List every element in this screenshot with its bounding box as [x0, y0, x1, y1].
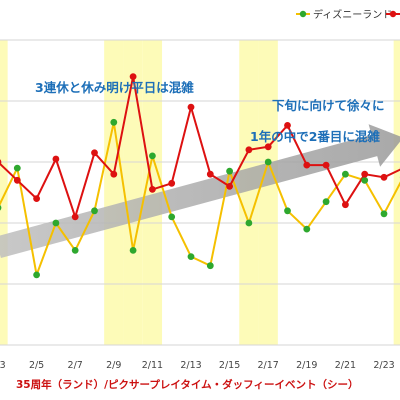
data-point-1-18 — [342, 201, 349, 209]
data-point-1-14 — [264, 143, 272, 151]
series-points — [0, 73, 400, 279]
data-point-0-19 — [361, 176, 369, 184]
series-line-0 — [0, 121, 400, 276]
highlight-band-2-24 — [393, 40, 400, 345]
x-tick-label: 2/11 — [142, 360, 163, 371]
data-point-0-20 — [380, 210, 388, 218]
data-point-0-0 — [0, 205, 2, 211]
data-point-1-8 — [149, 186, 156, 193]
x-tick-label: 2/7 — [68, 360, 83, 371]
data-point-0-5 — [91, 207, 98, 215]
event-caption: 35周年（ランド）/ピクサープレイタイム・ダッフィーイベント（シー） — [16, 378, 358, 391]
grid-lines — [0, 39, 400, 346]
data-point-0-3 — [52, 219, 60, 227]
x-tick-label: 2/17 — [258, 360, 279, 371]
trend-arrow-shape — [0, 124, 400, 258]
x-tick-label: 2/21 — [335, 360, 356, 371]
data-point-0-14 — [264, 158, 272, 166]
data-point-0-18 — [342, 170, 349, 178]
data-point-1-16 — [303, 161, 311, 169]
highlight-band-2-16 — [239, 40, 259, 345]
data-point-1-20 — [380, 173, 388, 181]
data-point-1-5 — [91, 149, 98, 157]
data-point-0-12 — [226, 167, 234, 175]
series-line-1 — [0, 75, 400, 218]
legend-label-land: ディズニーランド — [313, 8, 392, 21]
data-point-0-17 — [322, 198, 330, 206]
data-point-1-6 — [110, 170, 118, 178]
data-point-1-3 — [52, 155, 60, 163]
data-point-1-12 — [226, 183, 234, 190]
data-point-0-9 — [168, 213, 176, 221]
x-tick-label: 2/13 — [180, 360, 201, 371]
highlight-band-2-17 — [258, 40, 278, 345]
series-lines — [0, 75, 400, 276]
data-point-0-2 — [33, 271, 40, 279]
data-point-0-4 — [71, 247, 79, 254]
data-point-0-7 — [129, 247, 137, 254]
data-point-1-2 — [33, 195, 40, 203]
data-point-0-11 — [206, 262, 214, 270]
trend-arrow — [0, 124, 400, 258]
data-point-1-19 — [361, 170, 369, 178]
x-tick-label: 2/9 — [106, 360, 121, 371]
data-point-1-7 — [129, 73, 137, 80]
x-tick-label: 2/15 — [219, 360, 240, 371]
data-point-1-0 — [0, 159, 2, 165]
data-point-0-13 — [245, 219, 253, 227]
data-point-0-8 — [149, 152, 156, 160]
highlight-band-2-3 — [0, 40, 8, 345]
highlight-band-2-10 — [123, 40, 143, 345]
annotation-second-busiest: 1年の中で2番目に混雑 — [250, 129, 380, 144]
x-tick-label: 2/3 — [0, 360, 6, 371]
legend-marker-land — [299, 10, 307, 18]
data-point-0-16 — [303, 225, 311, 233]
data-point-0-15 — [284, 207, 291, 215]
x-tick-label: 2/19 — [296, 360, 317, 371]
legend: ディズニーランド — [296, 8, 400, 21]
x-tick-labels: 2/3 2/5 2/7 2/9 2/11 2/13 2/15 2/17 2/19 2/21 2/23 — [0, 360, 395, 371]
x-tick-label: 2/23 — [373, 360, 394, 371]
annotation-holiday: 3連休と休み明け平日は混雑 — [35, 80, 194, 95]
data-point-0-10 — [187, 253, 195, 260]
data-point-1-1 — [13, 176, 21, 184]
highlight-band-2-9 — [104, 40, 124, 345]
data-point-1-13 — [245, 146, 253, 154]
annotation-late-month: 下旬に向けて徐々に — [272, 98, 385, 113]
data-point-1-15 — [284, 122, 291, 129]
highlight-bands — [0, 40, 400, 345]
data-point-1-4 — [71, 213, 79, 221]
data-point-1-10 — [187, 103, 195, 111]
data-point-0-1 — [13, 164, 21, 172]
data-point-0-6 — [110, 118, 118, 126]
data-point-1-11 — [206, 170, 214, 178]
x-tick-label: 2/5 — [29, 360, 44, 371]
data-point-1-9 — [168, 179, 176, 187]
data-point-1-17 — [322, 161, 330, 169]
legend-marker-sea — [389, 10, 397, 18]
